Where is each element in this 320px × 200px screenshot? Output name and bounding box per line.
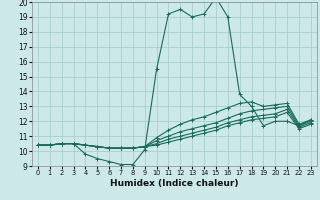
X-axis label: Humidex (Indice chaleur): Humidex (Indice chaleur) [110,179,239,188]
